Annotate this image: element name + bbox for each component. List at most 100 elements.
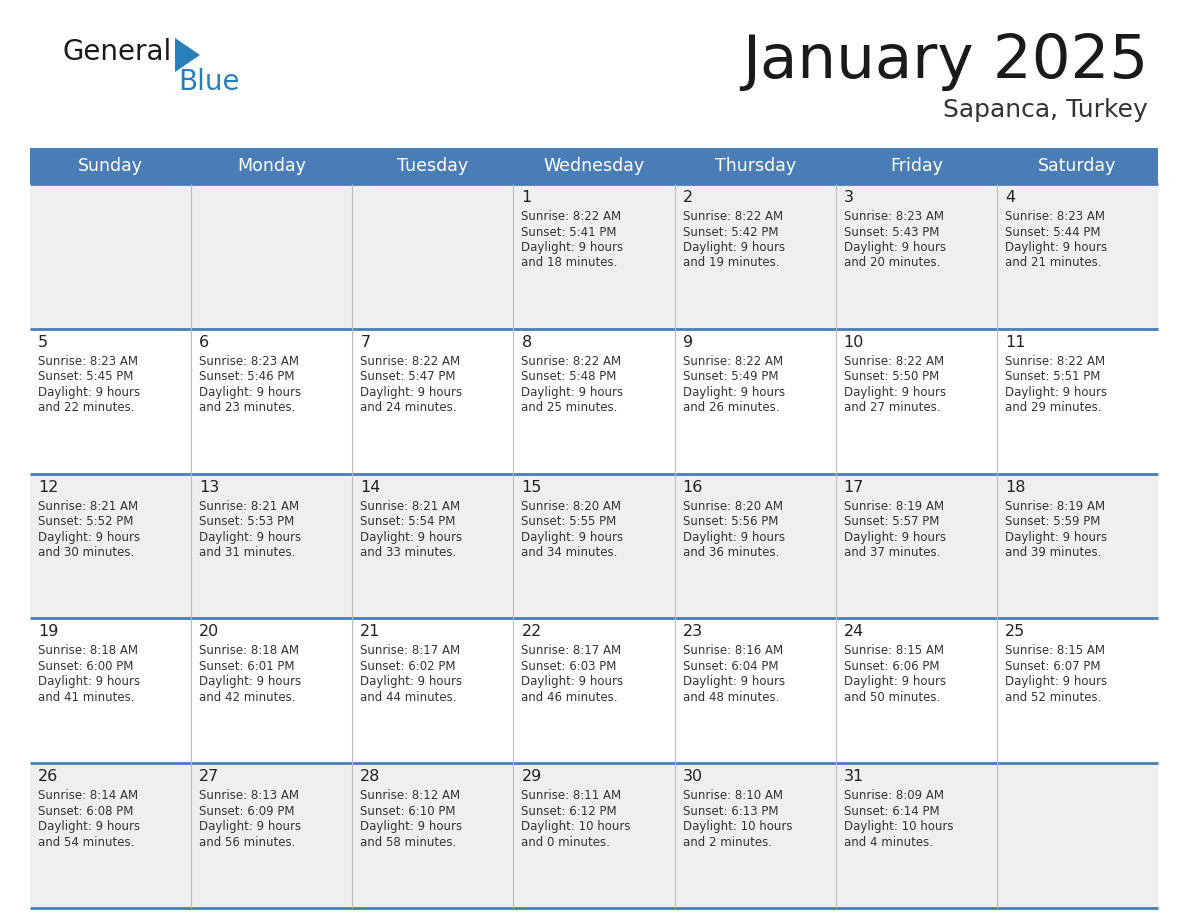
Text: Sunset: 5:49 PM: Sunset: 5:49 PM: [683, 370, 778, 384]
Text: Sunrise: 8:17 AM: Sunrise: 8:17 AM: [360, 644, 461, 657]
Text: 11: 11: [1005, 335, 1025, 350]
Bar: [30, 474, 1158, 619]
Text: Sunrise: 8:23 AM: Sunrise: 8:23 AM: [1005, 210, 1105, 223]
Text: Daylight: 9 hours: Daylight: 9 hours: [522, 531, 624, 543]
Text: 28: 28: [360, 769, 380, 784]
Text: Daylight: 9 hours: Daylight: 9 hours: [843, 676, 946, 688]
Text: Daylight: 9 hours: Daylight: 9 hours: [38, 531, 140, 543]
Text: Daylight: 9 hours: Daylight: 9 hours: [683, 241, 785, 254]
Text: and 21 minutes.: and 21 minutes.: [1005, 256, 1101, 270]
Text: 16: 16: [683, 479, 703, 495]
Bar: [835, 148, 997, 184]
Text: Blue: Blue: [178, 68, 240, 96]
Text: Sunrise: 8:21 AM: Sunrise: 8:21 AM: [38, 499, 138, 512]
Text: and 36 minutes.: and 36 minutes.: [683, 546, 779, 559]
Text: and 58 minutes.: and 58 minutes.: [360, 835, 456, 849]
Text: and 46 minutes.: and 46 minutes.: [522, 691, 618, 704]
Text: Sunrise: 8:09 AM: Sunrise: 8:09 AM: [843, 789, 943, 802]
Text: Sunrise: 8:16 AM: Sunrise: 8:16 AM: [683, 644, 783, 657]
Text: Sunset: 6:03 PM: Sunset: 6:03 PM: [522, 660, 617, 673]
Text: Sunrise: 8:15 AM: Sunrise: 8:15 AM: [1005, 644, 1105, 657]
Text: Sunrise: 8:14 AM: Sunrise: 8:14 AM: [38, 789, 138, 802]
Text: and 54 minutes.: and 54 minutes.: [38, 835, 134, 849]
Text: Daylight: 9 hours: Daylight: 9 hours: [200, 820, 302, 834]
Text: Sunset: 5:55 PM: Sunset: 5:55 PM: [522, 515, 617, 528]
Text: Sunrise: 8:22 AM: Sunrise: 8:22 AM: [360, 354, 461, 368]
Text: Sunrise: 8:22 AM: Sunrise: 8:22 AM: [683, 210, 783, 223]
Text: Daylight: 9 hours: Daylight: 9 hours: [360, 820, 462, 834]
Text: and 56 minutes.: and 56 minutes.: [200, 835, 296, 849]
Text: Daylight: 10 hours: Daylight: 10 hours: [843, 820, 953, 834]
Bar: [30, 763, 1158, 908]
Text: 13: 13: [200, 479, 220, 495]
Bar: [30, 619, 1158, 763]
Text: Sunset: 5:51 PM: Sunset: 5:51 PM: [1005, 370, 1100, 384]
Text: 8: 8: [522, 335, 532, 350]
Text: 29: 29: [522, 769, 542, 784]
Text: Daylight: 9 hours: Daylight: 9 hours: [1005, 676, 1107, 688]
Text: Sunset: 5:41 PM: Sunset: 5:41 PM: [522, 226, 617, 239]
Bar: [30, 148, 191, 184]
Text: Sunset: 6:07 PM: Sunset: 6:07 PM: [1005, 660, 1100, 673]
Text: Sunset: 6:01 PM: Sunset: 6:01 PM: [200, 660, 295, 673]
Text: Sunrise: 8:23 AM: Sunrise: 8:23 AM: [200, 354, 299, 368]
Text: Sunrise: 8:18 AM: Sunrise: 8:18 AM: [38, 644, 138, 657]
Text: Daylight: 9 hours: Daylight: 9 hours: [200, 386, 302, 398]
Text: and 33 minutes.: and 33 minutes.: [360, 546, 456, 559]
Text: 6: 6: [200, 335, 209, 350]
Text: Sunset: 6:13 PM: Sunset: 6:13 PM: [683, 805, 778, 818]
Text: Sunrise: 8:21 AM: Sunrise: 8:21 AM: [200, 499, 299, 512]
Text: Daylight: 9 hours: Daylight: 9 hours: [360, 386, 462, 398]
Text: January 2025: January 2025: [741, 32, 1148, 91]
Text: Sunset: 5:46 PM: Sunset: 5:46 PM: [200, 370, 295, 384]
Text: Sunset: 6:02 PM: Sunset: 6:02 PM: [360, 660, 456, 673]
Text: Sunrise: 8:22 AM: Sunrise: 8:22 AM: [522, 354, 621, 368]
Text: 27: 27: [200, 769, 220, 784]
Text: 25: 25: [1005, 624, 1025, 640]
Text: and 31 minutes.: and 31 minutes.: [200, 546, 296, 559]
Text: Daylight: 9 hours: Daylight: 9 hours: [522, 386, 624, 398]
Text: Sunset: 5:52 PM: Sunset: 5:52 PM: [38, 515, 133, 528]
Text: Sunrise: 8:22 AM: Sunrise: 8:22 AM: [522, 210, 621, 223]
Text: Sunset: 5:57 PM: Sunset: 5:57 PM: [843, 515, 939, 528]
Text: Sunrise: 8:12 AM: Sunrise: 8:12 AM: [360, 789, 461, 802]
Text: Daylight: 10 hours: Daylight: 10 hours: [683, 820, 792, 834]
Polygon shape: [175, 38, 200, 72]
Text: Sunset: 5:45 PM: Sunset: 5:45 PM: [38, 370, 133, 384]
Text: 18: 18: [1005, 479, 1025, 495]
Text: Daylight: 9 hours: Daylight: 9 hours: [1005, 531, 1107, 543]
Text: 23: 23: [683, 624, 702, 640]
Text: Daylight: 9 hours: Daylight: 9 hours: [683, 531, 785, 543]
Text: Monday: Monday: [238, 157, 307, 175]
Text: and 18 minutes.: and 18 minutes.: [522, 256, 618, 270]
Text: Sunrise: 8:15 AM: Sunrise: 8:15 AM: [843, 644, 943, 657]
Text: and 27 minutes.: and 27 minutes.: [843, 401, 940, 414]
Text: and 22 minutes.: and 22 minutes.: [38, 401, 134, 414]
Text: Sunrise: 8:17 AM: Sunrise: 8:17 AM: [522, 644, 621, 657]
Text: Sunset: 6:10 PM: Sunset: 6:10 PM: [360, 805, 456, 818]
Text: Sapanca, Turkey: Sapanca, Turkey: [943, 98, 1148, 122]
Bar: [513, 148, 675, 184]
Text: Daylight: 9 hours: Daylight: 9 hours: [200, 676, 302, 688]
Text: Sunset: 5:56 PM: Sunset: 5:56 PM: [683, 515, 778, 528]
Text: and 2 minutes.: and 2 minutes.: [683, 835, 771, 849]
Text: Sunset: 5:47 PM: Sunset: 5:47 PM: [360, 370, 456, 384]
Text: Daylight: 9 hours: Daylight: 9 hours: [522, 676, 624, 688]
Bar: [30, 184, 1158, 329]
Text: Daylight: 9 hours: Daylight: 9 hours: [360, 676, 462, 688]
Text: Sunrise: 8:23 AM: Sunrise: 8:23 AM: [38, 354, 138, 368]
Text: 1: 1: [522, 190, 532, 205]
Text: Sunrise: 8:18 AM: Sunrise: 8:18 AM: [200, 644, 299, 657]
Text: Sunset: 5:53 PM: Sunset: 5:53 PM: [200, 515, 295, 528]
Text: Daylight: 9 hours: Daylight: 9 hours: [360, 531, 462, 543]
Text: Sunrise: 8:11 AM: Sunrise: 8:11 AM: [522, 789, 621, 802]
Text: Sunset: 6:14 PM: Sunset: 6:14 PM: [843, 805, 940, 818]
Text: 26: 26: [38, 769, 58, 784]
Text: and 24 minutes.: and 24 minutes.: [360, 401, 456, 414]
Text: and 34 minutes.: and 34 minutes.: [522, 546, 618, 559]
Text: Sunrise: 8:19 AM: Sunrise: 8:19 AM: [843, 499, 943, 512]
Text: Sunset: 6:12 PM: Sunset: 6:12 PM: [522, 805, 617, 818]
Text: 10: 10: [843, 335, 864, 350]
Text: and 52 minutes.: and 52 minutes.: [1005, 691, 1101, 704]
Text: Saturday: Saturday: [1038, 157, 1117, 175]
